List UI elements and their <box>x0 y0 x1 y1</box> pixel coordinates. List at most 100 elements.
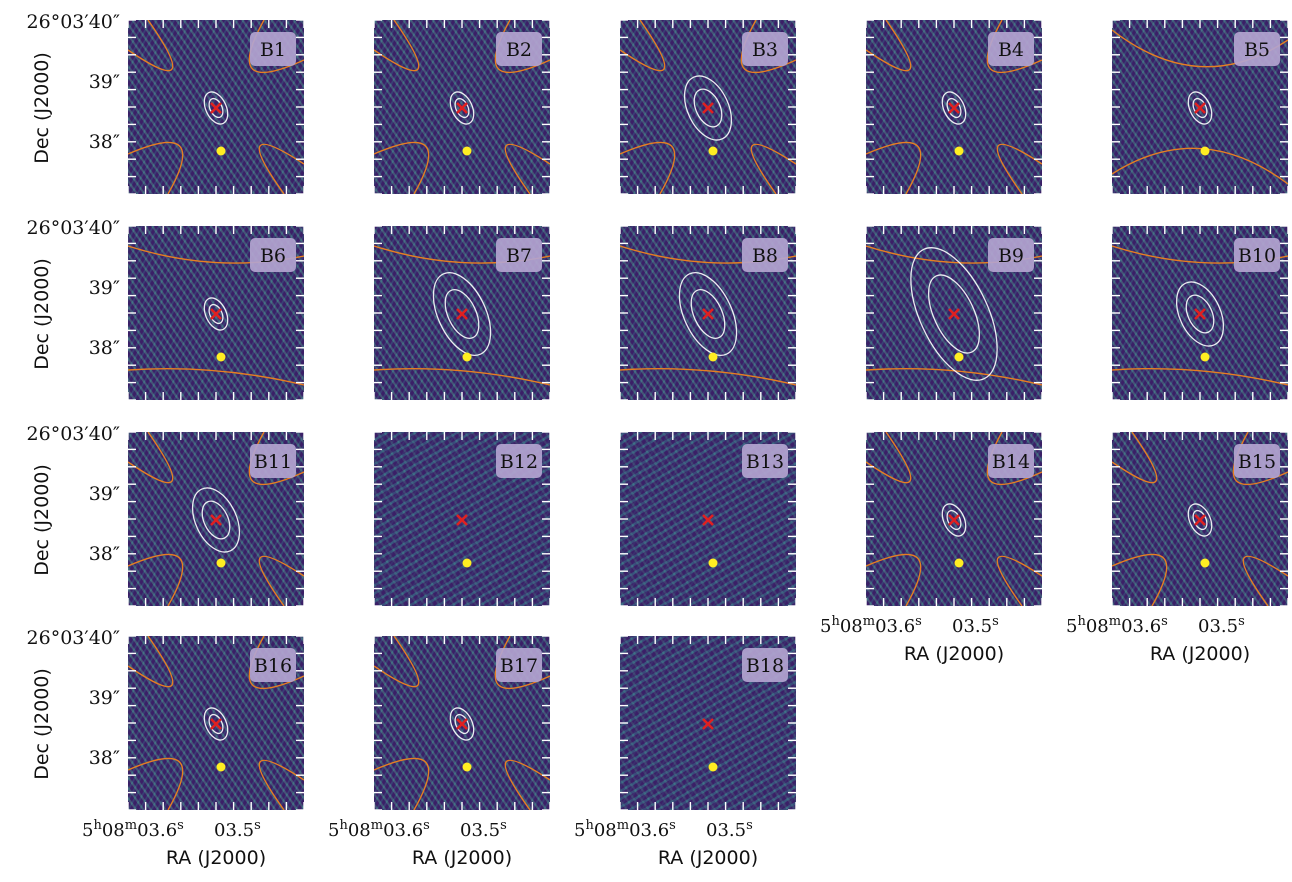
x-tick-label: 03.5s <box>952 614 999 638</box>
panel-b13: B13 <box>619 431 797 607</box>
y-tick-label: 39″ <box>89 687 120 709</box>
y-tick-label: 38″ <box>89 543 120 565</box>
panel-label: B16 <box>254 655 292 677</box>
source-contour <box>1185 294 1215 334</box>
orange-contour <box>128 553 184 606</box>
panel-label-box <box>988 444 1034 478</box>
red-cross-marker <box>702 718 714 730</box>
panel-label: B1 <box>260 39 286 61</box>
orange-contour <box>258 143 304 194</box>
source-contour <box>191 487 241 553</box>
source-contour <box>1187 91 1213 125</box>
panel-label: B8 <box>752 245 778 267</box>
source-contour <box>454 97 470 119</box>
y-axis-label: Dec (J2000) <box>31 668 53 780</box>
y-tick-label: 38″ <box>89 747 120 769</box>
panel-label-box <box>1234 238 1280 272</box>
panel-b11: B11 <box>127 431 305 607</box>
yellow-dot-marker <box>216 146 226 156</box>
red-cross-marker <box>210 102 222 114</box>
y-axis-label: Dec (J2000) <box>31 52 53 164</box>
x-axis-label: RA (J2000) <box>412 847 512 869</box>
panel-label-box <box>250 32 296 66</box>
orange-contour <box>866 141 922 194</box>
y-tick-label: 38″ <box>89 337 120 359</box>
orange-contour <box>374 757 430 810</box>
orange-contour <box>866 432 912 484</box>
panel-label-box <box>496 444 542 478</box>
source-contour <box>941 91 967 125</box>
x-axis-label: RA (J2000) <box>658 847 758 869</box>
yellow-dot-marker <box>216 352 226 362</box>
yellow-dot-marker <box>1200 352 1210 362</box>
red-cross-marker <box>210 308 222 320</box>
yellow-dot-marker <box>708 762 718 772</box>
panel-label-box <box>250 648 296 682</box>
red-cross-marker <box>948 102 960 114</box>
panel-label: B4 <box>998 39 1024 61</box>
red-cross-marker <box>702 308 714 320</box>
source-contour <box>678 272 738 356</box>
panel-label: B11 <box>254 451 292 473</box>
source-contour <box>946 97 962 119</box>
source-contour <box>208 97 224 119</box>
orange-contour <box>374 20 420 72</box>
orange-contour <box>128 367 304 386</box>
x-axis-label: RA (J2000) <box>904 643 1004 665</box>
source-contour <box>201 500 231 540</box>
y-tick-label: 26°03′40″ <box>27 217 120 239</box>
panel-label-box <box>250 238 296 272</box>
axes-layer: 26°03′40″ 39″ 38″ Dec (J2000) 26°03′40″ 39″ 38… <box>27 11 1251 869</box>
y-tick-label: 38″ <box>89 131 120 153</box>
yellow-dot-marker <box>954 146 964 156</box>
orange-contour <box>1112 432 1158 484</box>
red-cross-marker <box>456 308 468 320</box>
red-cross-marker <box>1194 514 1206 526</box>
orange-contour <box>374 141 430 194</box>
panel-label: B3 <box>752 39 778 61</box>
panel-label-box <box>250 444 296 478</box>
panel-b14: B14 <box>865 431 1043 607</box>
panel-label-box <box>1234 32 1280 66</box>
y-tick-label: 26°03′40″ <box>27 11 120 33</box>
source-contour <box>432 272 492 356</box>
panel-label: B12 <box>500 451 538 473</box>
orange-contour <box>1112 553 1168 606</box>
orange-contour <box>128 141 184 194</box>
y-tick-label: 39″ <box>89 277 120 299</box>
orange-contour <box>866 553 922 606</box>
yellow-dot-marker <box>708 352 718 362</box>
yellow-dot-marker <box>1200 146 1210 156</box>
yellow-dot-marker <box>708 558 718 568</box>
y-axis-label: Dec (J2000) <box>31 464 53 576</box>
y-axis-label: Dec (J2000) <box>31 258 53 370</box>
yellow-dot-marker <box>216 558 226 568</box>
orange-contour <box>128 432 174 484</box>
orange-contour <box>1242 555 1288 606</box>
red-cross-marker <box>948 308 960 320</box>
source-contour <box>946 509 962 531</box>
yellow-dot-marker <box>462 352 472 362</box>
y-tick-label: 26°03′40″ <box>27 423 120 445</box>
x-tick-label: 03.5s <box>1198 614 1245 638</box>
orange-contour <box>258 555 304 606</box>
source-contour <box>208 713 224 735</box>
panel-label: B9 <box>998 245 1024 267</box>
yellow-dot-marker <box>462 558 472 568</box>
red-cross-marker <box>210 514 222 526</box>
panel-label-box <box>1234 444 1280 478</box>
orange-contour <box>258 759 304 810</box>
panel-label-box <box>742 238 788 272</box>
panel-b18: B18 <box>619 635 797 811</box>
x-axis-label: RA (J2000) <box>166 847 266 869</box>
x-tick-label: 03.5s <box>214 818 261 842</box>
red-cross-marker <box>948 514 960 526</box>
source-contour <box>690 289 726 339</box>
panel-b6: B6 <box>127 225 305 401</box>
orange-contour <box>504 143 550 194</box>
yellow-dot-marker <box>954 558 964 568</box>
orange-contour <box>866 20 912 72</box>
panel-b9: B9 <box>865 225 1043 401</box>
source-contour <box>1192 97 1208 119</box>
